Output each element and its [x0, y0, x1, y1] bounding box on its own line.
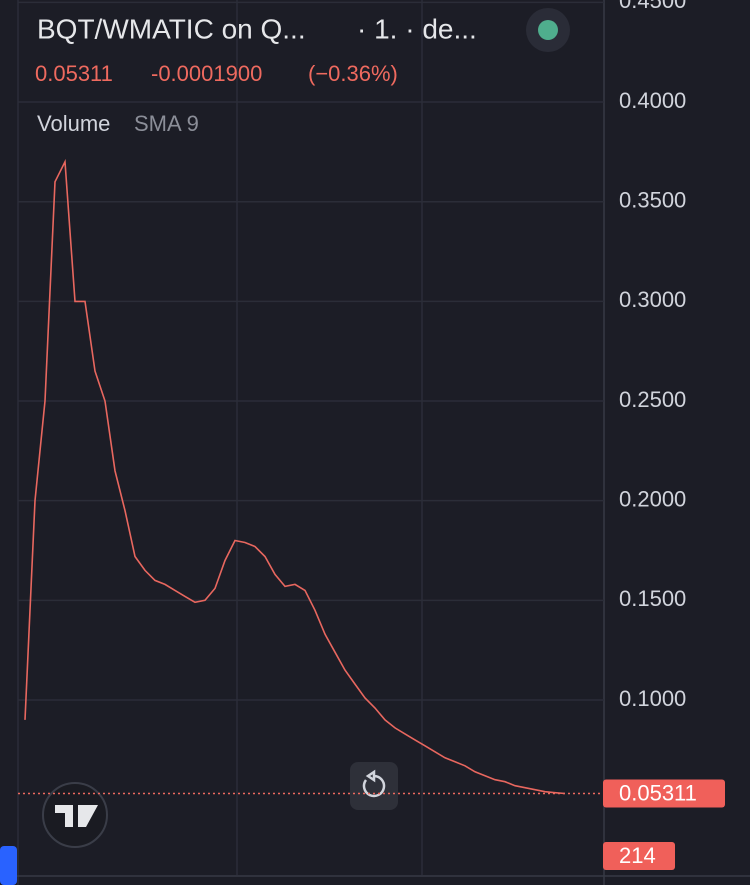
header-change-percent: (−0.36%) — [308, 61, 398, 86]
price-line — [24, 158, 566, 795]
y-tick-label: 0.2000 — [619, 486, 686, 511]
volume-tag — [603, 842, 675, 870]
y-tick-label: 0.3000 — [619, 287, 686, 312]
price-tag — [603, 779, 725, 808]
y-tick-label: 0.4000 — [619, 88, 686, 113]
reset-button[interactable] — [350, 762, 398, 810]
volume-tag-label: 214 — [619, 843, 656, 868]
reset-icon — [362, 769, 386, 798]
y-tick-label: 0.4500 — [619, 0, 686, 13]
logo[interactable] — [42, 782, 108, 848]
y-tick-label: 0.1000 — [619, 686, 686, 711]
indicator-name: Volume — [37, 111, 110, 136]
chart-subtitle: · 1. · de... — [357, 13, 477, 44]
header-change: -0.0001900 — [151, 61, 262, 86]
y-tick-label: 0.1500 — [619, 586, 686, 611]
y-tick-label: 0.3500 — [619, 188, 686, 213]
grid: 0.4500 0.4000 0.3500 0.3000 0.2500 0.2000 0.15… — [18, 0, 686, 711]
chart-title: BQT/WMATIC on Q... — [37, 13, 306, 44]
side-tab[interactable] — [0, 846, 17, 885]
price-tag-label: 0.05311 — [619, 780, 697, 805]
logo-mark — [55, 805, 98, 827]
header-price: 0.05311 — [35, 61, 113, 86]
plot — [24, 158, 566, 795]
y-tick-label: 0.2500 — [619, 387, 686, 412]
indicator-setting: SMA 9 — [134, 111, 199, 136]
status-dot — [538, 20, 558, 40]
tags: 0.05311 214 — [18, 779, 725, 870]
